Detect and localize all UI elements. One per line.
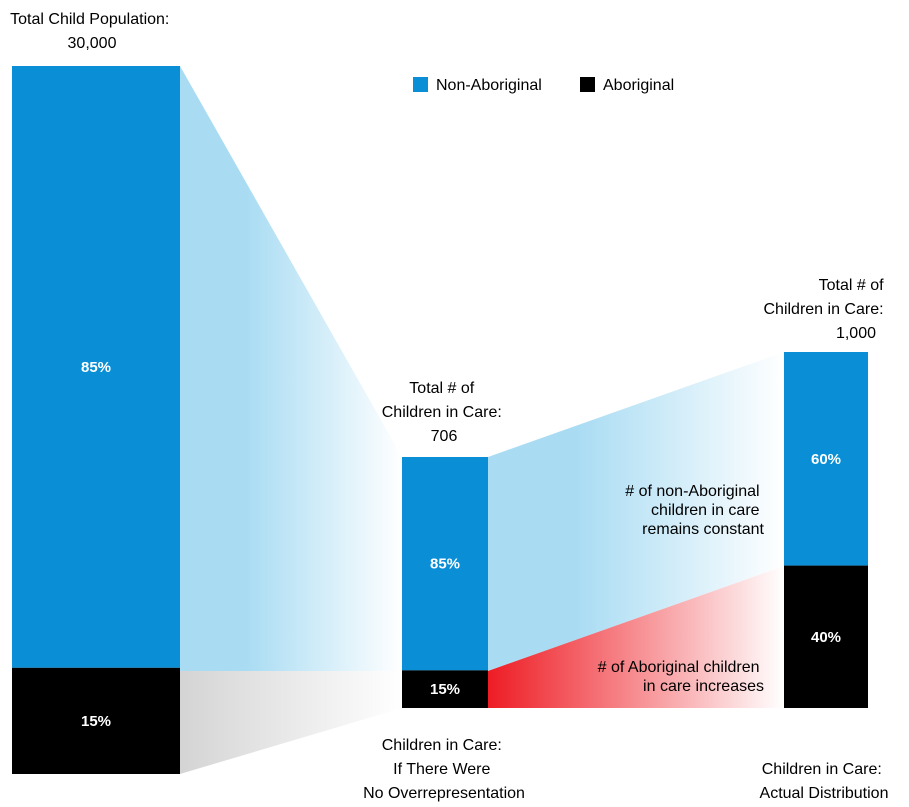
annotation-aboriginal-line-1: # of Aboriginal children bbox=[598, 659, 760, 676]
bar-3-title-line-1: Total # of bbox=[819, 277, 884, 294]
bar-3-title-line-3: 1,000 bbox=[836, 325, 876, 342]
bar-1-label-aboriginal: 15% bbox=[81, 713, 111, 730]
bar-2-title-line-1: Total # of bbox=[409, 380, 474, 397]
legend-swatch-non-aboriginal bbox=[413, 77, 428, 92]
bar-2-title-line-2: Children in Care: bbox=[382, 404, 502, 421]
annotation-aboriginal-line-2: in care increases bbox=[643, 678, 764, 695]
bar-2-footer-line-2: If There Were bbox=[393, 761, 490, 778]
annotation-non-aboriginal-line-3: remains constant bbox=[642, 521, 764, 538]
bar-1-label-non-aboriginal: 85% bbox=[81, 359, 111, 376]
bar-1-segment-non-aboriginal bbox=[12, 66, 180, 668]
bar-2-label-aboriginal: 15% bbox=[430, 681, 460, 698]
bar-1-segment-aboriginal bbox=[12, 667, 180, 774]
bar-3-segment-non-aboriginal bbox=[784, 352, 868, 566]
legend: Non-Aboriginal Aboriginal bbox=[413, 77, 674, 94]
bar-2-footer-line-1: Children in Care: bbox=[382, 737, 502, 754]
annotation-aboriginal-increase: # of Aboriginal children in care increas… bbox=[598, 659, 764, 695]
legend-label-aboriginal: Aboriginal bbox=[603, 77, 674, 94]
bar-1-title: Total Child Population: 30,000 bbox=[10, 11, 174, 52]
flow-non-aboriginal-population-to-expected bbox=[180, 66, 402, 671]
annotation-non-aboriginal-line-2: children in care bbox=[651, 502, 760, 519]
bar-3-footer-line-1: Children in Care: bbox=[762, 761, 882, 778]
bar-2-segment-aboriginal bbox=[402, 670, 488, 708]
bar-2-footer-line-3: No Overrepresentation bbox=[363, 785, 525, 802]
bar-2-title-line-3: 706 bbox=[431, 428, 458, 445]
flow-aboriginal-expected-to-actual bbox=[488, 566, 784, 708]
bar-2-label-non-aboriginal: 85% bbox=[430, 556, 460, 573]
bars-group: 85% 15% 85% 15% 60% 40% bbox=[12, 66, 868, 774]
bar-2-segment-non-aboriginal bbox=[402, 457, 488, 671]
bar-2-title: Total # of Children in Care: 706 bbox=[382, 380, 507, 445]
bar-2-footer: Children in Care: If There Were No Overr… bbox=[363, 737, 525, 802]
bar-3-label-non-aboriginal: 60% bbox=[811, 451, 841, 468]
bar-3-title: Total # of Children in Care: 1,000 bbox=[763, 277, 888, 342]
annotation-non-aboriginal-constant: # of non-Aboriginal children in care rem… bbox=[625, 483, 764, 538]
flow-non-aboriginal-expected-to-actual bbox=[488, 352, 784, 671]
bar-3-footer-line-2: Actual Distribution bbox=[760, 785, 889, 802]
bar-3-title-line-2: Children in Care: bbox=[763, 301, 883, 318]
annotation-non-aboriginal-line-1: # of non-Aboriginal bbox=[625, 483, 759, 500]
bar-3-footer: Children in Care: Actual Distribution bbox=[760, 761, 889, 802]
bar-3-segment-aboriginal bbox=[784, 565, 868, 708]
legend-swatch-aboriginal bbox=[580, 77, 595, 92]
flow-aboriginal-population-to-expected bbox=[180, 671, 402, 774]
bar-3-label-aboriginal: 40% bbox=[811, 629, 841, 646]
legend-label-non-aboriginal: Non-Aboriginal bbox=[436, 77, 542, 94]
bar-1-title-line-2: 30,000 bbox=[68, 35, 117, 52]
bar-1-title-line-1: Total Child Population: bbox=[10, 11, 169, 28]
